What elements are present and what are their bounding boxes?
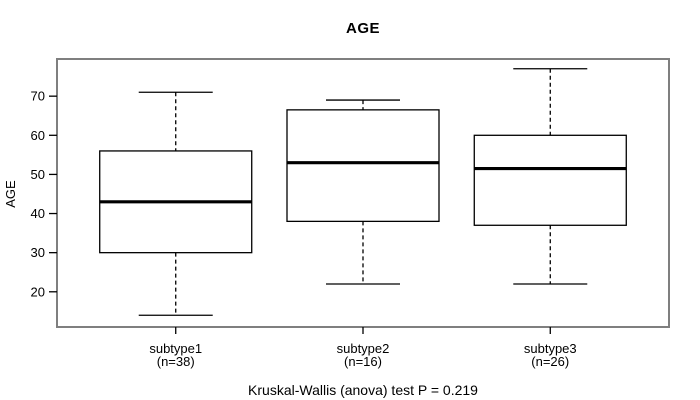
category-sublabel: (n=16) <box>344 354 382 369</box>
y-tick-label: 60 <box>31 128 45 143</box>
category-label: subtype2 <box>337 341 390 356</box>
iqr-box <box>286 109 440 223</box>
stat-test-caption: Kruskal-Wallis (anova) test P = 0.219 <box>248 382 478 398</box>
y-tick-label: 50 <box>31 167 45 182</box>
y-axis-label: AGE <box>3 180 18 208</box>
category-label: subtype3 <box>524 341 577 356</box>
y-tick-label: 40 <box>31 206 45 221</box>
category-sublabel: (n=38) <box>157 354 195 369</box>
y-tick-label: 70 <box>31 89 45 104</box>
iqr-box <box>473 134 627 226</box>
y-tick-label: 20 <box>31 284 45 299</box>
y-tick-label: 30 <box>31 245 45 260</box>
category-label: subtype1 <box>149 341 202 356</box>
chart-title: AGE <box>345 20 380 37</box>
category-sublabel: (n=26) <box>531 354 569 369</box>
